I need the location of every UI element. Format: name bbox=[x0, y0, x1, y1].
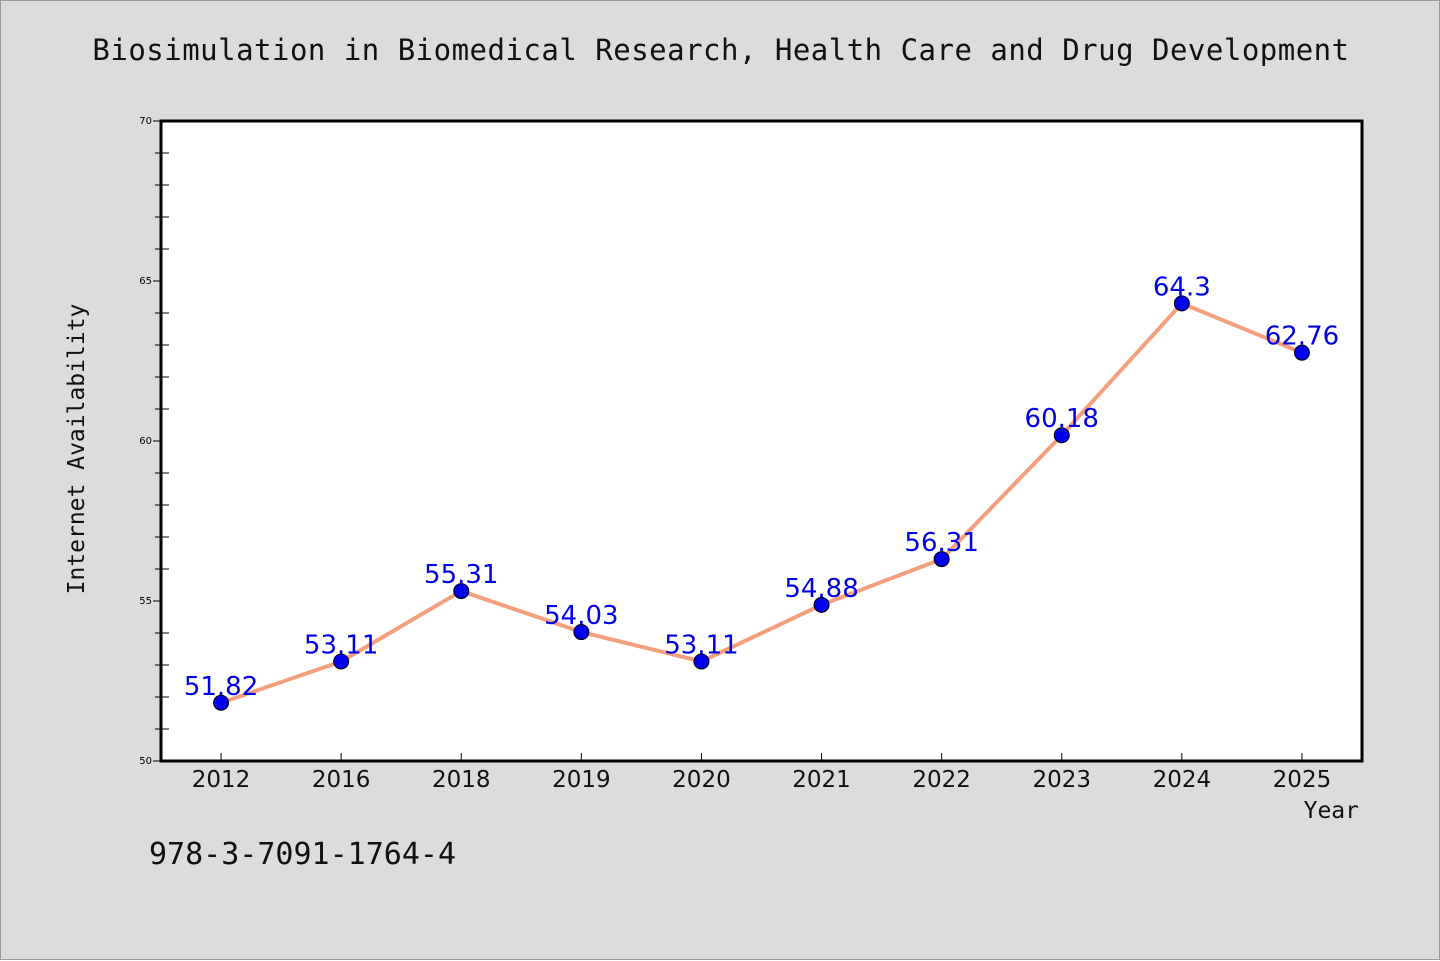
data-label: 53.11 bbox=[664, 630, 738, 660]
x-tick-label: 2016 bbox=[312, 767, 371, 793]
y-axis: 50 55 60 65 70 bbox=[139, 116, 169, 767]
data-point bbox=[213, 694, 230, 711]
data-label: 64.3 bbox=[1153, 272, 1211, 302]
data-label: 55.31 bbox=[424, 560, 498, 590]
data-point bbox=[1293, 344, 1310, 361]
data-point bbox=[453, 583, 470, 600]
plot-area bbox=[159, 119, 1364, 763]
y-tick-label: 70 bbox=[139, 116, 152, 127]
data-point bbox=[573, 624, 590, 641]
data-point bbox=[693, 653, 710, 670]
x-tick-label: 2021 bbox=[792, 767, 851, 793]
data-points bbox=[213, 295, 1310, 711]
data-point bbox=[333, 653, 350, 670]
x-tick-label: 2018 bbox=[432, 767, 491, 793]
y-tick-label: 50 bbox=[139, 756, 152, 767]
data-label: 54.03 bbox=[544, 601, 618, 631]
data-label: 51.82 bbox=[184, 672, 258, 702]
y-tick-label: 60 bbox=[139, 436, 152, 447]
data-label: 62.76 bbox=[1265, 322, 1339, 352]
chart-title: Biosimulation in Biomedical Research, He… bbox=[92, 33, 1350, 67]
series-line bbox=[219, 301, 1304, 705]
data-label: 53.11 bbox=[304, 630, 378, 660]
data-labels: 51.82 53.11 55.31 54.03 53.11 54.88 56.31 60.18… bbox=[184, 272, 1339, 701]
x-axis-label: Year bbox=[1303, 798, 1359, 824]
data-point bbox=[933, 551, 950, 568]
data-label: 54.88 bbox=[784, 574, 858, 604]
data-label: 60.18 bbox=[1025, 404, 1099, 434]
x-tick-label: 2019 bbox=[552, 767, 611, 793]
x-tick-label: 2022 bbox=[912, 767, 971, 793]
y-tick-label: 55 bbox=[139, 596, 152, 607]
data-label: 56.31 bbox=[904, 528, 978, 558]
x-tick-label: 2025 bbox=[1273, 767, 1332, 793]
x-axis: 2012 2016 2018 2019 2020 2021 2022 2023 2024 2025 bbox=[192, 753, 1331, 793]
x-tick-label: 2012 bbox=[192, 767, 251, 793]
x-tick-label: 2020 bbox=[672, 767, 731, 793]
x-tick-label: 2024 bbox=[1153, 767, 1212, 793]
isbn-text: 978-3-7091-1764-4 bbox=[149, 837, 457, 872]
x-tick-label: 2023 bbox=[1032, 767, 1091, 793]
data-point bbox=[1173, 295, 1190, 312]
data-point bbox=[1053, 427, 1070, 444]
data-point bbox=[813, 596, 830, 613]
y-tick-label: 65 bbox=[139, 276, 152, 287]
